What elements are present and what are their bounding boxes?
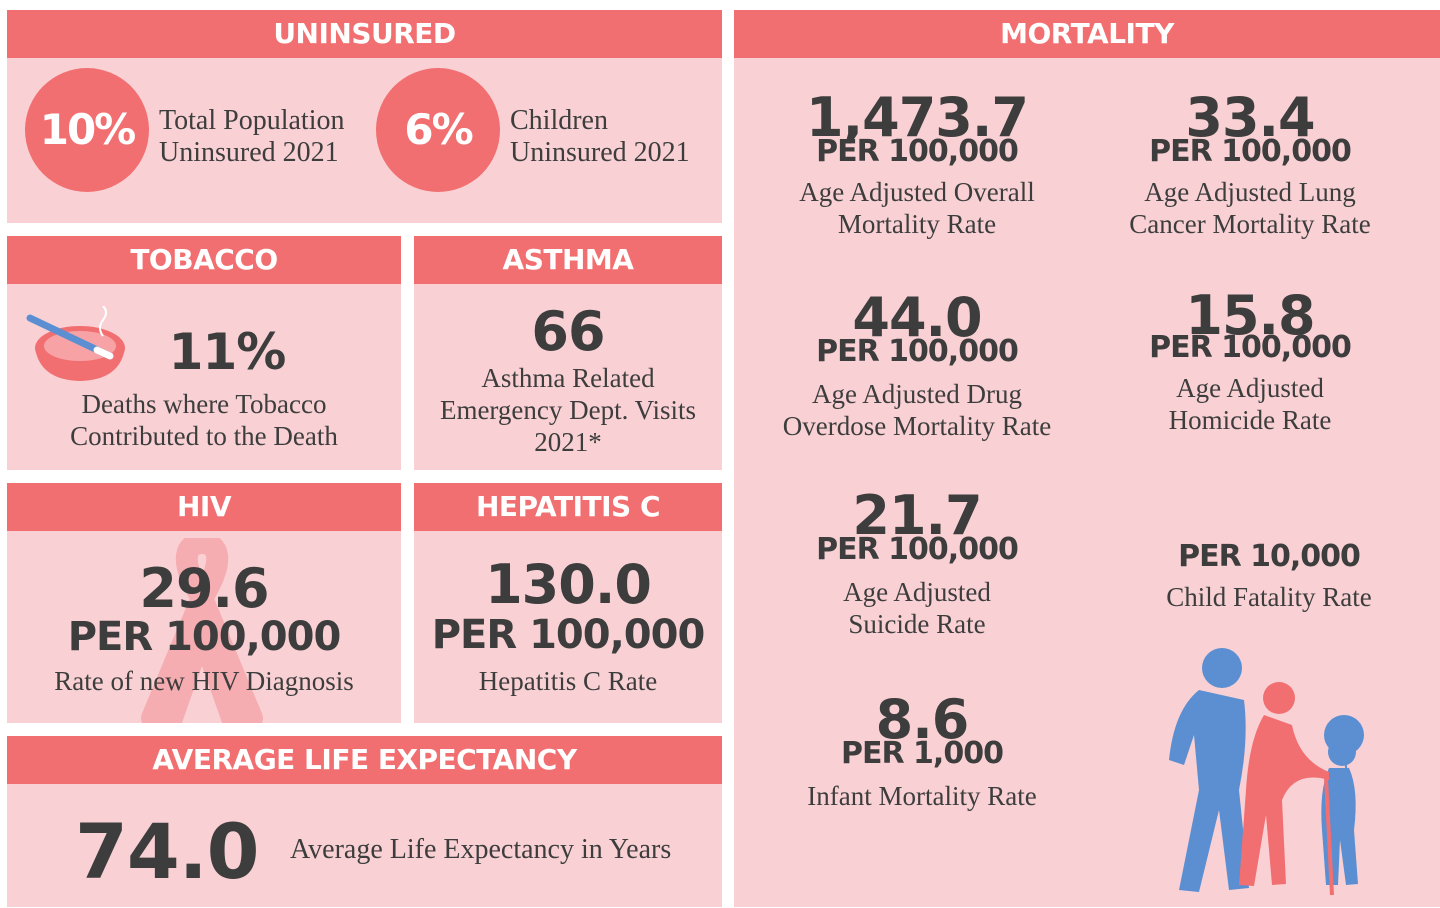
stat-unit: PER 100,000 (742, 136, 1092, 168)
label-line: Age Adjusted Lung (1075, 176, 1425, 208)
stat-unit: PER 10,000 (1094, 541, 1440, 573)
stat-label: Children Uninsured 2021 (510, 105, 690, 169)
hepatitis-panel: HEPATITIS C 130.0 PER 100,000 Hepatitis … (414, 483, 722, 723)
label-line: Average Life Expectancy in Years (290, 834, 671, 866)
label-line: Suicide Rate (742, 608, 1092, 640)
mortality-stat: 44.0 PER 100,000 Age Adjusted Drug Overd… (742, 290, 1092, 442)
label-line: Cancer Mortality Rate (1075, 208, 1425, 240)
mortality-stat: 15.8 PER 100,000 Age Adjusted Homicide R… (1075, 288, 1425, 436)
page: UNINSURED 10% Total Population Uninsured… (0, 0, 1440, 908)
label-line: Deaths where Tobacco (7, 388, 401, 420)
tobacco-panel: TOBACCO 11% Deaths where Tobacco Contrib… (7, 236, 401, 470)
ashtray-icon (25, 306, 135, 386)
stat-value: 11% (147, 324, 307, 380)
label-line: Children (510, 105, 690, 137)
mortality-stat: 21.7 PER 100,000 Age Adjusted Suicide Ra… (742, 488, 1092, 640)
stat: 29.6 PER 100,000 Rate of new HIV Diagnos… (7, 561, 401, 697)
panel-title: UNINSURED (7, 10, 722, 58)
panel-title: HIV (7, 483, 401, 531)
stat-value: 74.0 (75, 810, 259, 894)
mortality-panel: MORTALITY 1,473.7 PER 100,000 Age Adjust… (734, 10, 1440, 907)
family-illustration (1154, 640, 1394, 902)
mortality-stat: 8.6 PER 1,000 Infant Mortality Rate (747, 692, 1097, 812)
stat-unit: PER 100,000 (742, 534, 1092, 566)
panel-title: ASTHMA (414, 236, 722, 284)
stat: 130.0 PER 100,000 Hepatitis C Rate (414, 557, 722, 697)
hiv-panel: HIV 29.6 PER 100,000 Rate of new HIV Dia… (7, 483, 401, 723)
label-line: Contributed to the Death (7, 420, 401, 452)
stat-unit: PER 100,000 (414, 613, 722, 657)
stat: 11% (147, 324, 307, 380)
stat-label: Total Population Uninsured 2021 (159, 105, 344, 169)
stat-circle: 6% (376, 68, 500, 192)
life-expectancy-panel: AVERAGE LIFE EXPECTANCY 74.0 Average Lif… (7, 736, 722, 907)
label-line: 2021* (414, 426, 722, 458)
label-line: Child Fatality Rate (1094, 581, 1440, 613)
panel-title: MORTALITY (734, 10, 1440, 58)
label-line: Overdose Mortality Rate (742, 410, 1092, 442)
panel-title: HEPATITIS C (414, 483, 722, 531)
label-line: Age Adjusted Drug (742, 378, 1092, 410)
label-line: Homicide Rate (1075, 404, 1425, 436)
stat-unit: PER 100,000 (1075, 332, 1425, 364)
stat-unit: PER 100,000 (1075, 136, 1425, 168)
label-line: Rate of new HIV Diagnosis (7, 665, 401, 697)
label-line: Emergency Dept. Visits (414, 394, 722, 426)
panel-title: AVERAGE LIFE EXPECTANCY (7, 736, 722, 784)
label-line: Infant Mortality Rate (747, 780, 1097, 812)
label-line: Mortality Rate (742, 208, 1092, 240)
label-line: Hepatitis C Rate (414, 665, 722, 697)
label-line: Total Population (159, 105, 344, 137)
mortality-stat: 33.4 PER 100,000 Age Adjusted Lung Cance… (1075, 90, 1425, 240)
panel-title: TOBACCO (7, 236, 401, 284)
label-line: Uninsured 2021 (159, 137, 344, 169)
label-line: Age Adjusted Overall (742, 176, 1092, 208)
uninsured-panel: UNINSURED 10% Total Population Uninsured… (7, 10, 722, 223)
label-line: Asthma Related (414, 362, 722, 394)
label-line: Age Adjusted (1075, 372, 1425, 404)
stat-value: 66 (414, 304, 722, 360)
asthma-panel: ASTHMA 66 Asthma Related Emergency Dept.… (414, 236, 722, 470)
stat-label: Deaths where Tobacco Contributed to the … (7, 388, 401, 452)
label-line: Uninsured 2021 (510, 137, 690, 169)
stat-unit: PER 100,000 (742, 336, 1092, 368)
stat-circle: 10% (25, 68, 149, 192)
mortality-stat: 1,473.7 PER 100,000 Age Adjusted Overall… (742, 90, 1092, 240)
mortality-stat: PER 10,000 Child Fatality Rate (1094, 541, 1440, 613)
stat: 66 Asthma Related Emergency Dept. Visits… (414, 304, 722, 458)
stat-unit: PER 100,000 (7, 617, 401, 657)
stat-value: 29.6 (7, 561, 401, 617)
stat-value: 130.0 (414, 557, 722, 613)
label-line: Age Adjusted (742, 576, 1092, 608)
stat-unit: PER 1,000 (747, 738, 1097, 770)
